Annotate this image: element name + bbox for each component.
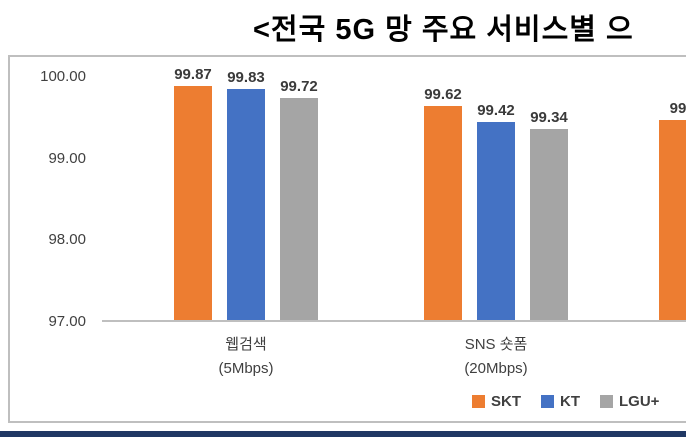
legend-label-lgu: LGU+ [619,393,660,410]
legend-swatch-skt [472,395,485,408]
bar-group: 99 [659,100,686,320]
bar-skt [174,85,212,320]
bar-skt [659,119,686,320]
bar-lgu [280,97,318,320]
legend-swatch-kt [541,395,554,408]
bar-wrap: 99.34 [530,109,568,320]
y-axis-tick: 97.00 [48,313,86,330]
legend-label-kt: KT [560,393,580,410]
legend-item-lgu: LGU+ [600,393,659,410]
chart-title: <전국 5G 망 주요 서비스별 으 [253,14,634,46]
bar-value-label: 99.42 [477,102,515,120]
bar-value-label: 99 [669,99,686,117]
legend-item-skt: SKT [472,393,521,410]
legend-swatch-lgu [600,395,613,408]
bar-kt [477,122,515,320]
chart-frame: 100.00 99.00 98.00 97.00 99.87 99.83 99.72… [8,55,686,423]
bar-kt [227,88,265,320]
bar-wrap: 99.42 [477,102,515,320]
category-label: SNS 숏폼 (20Mbps) [464,336,528,377]
bar-value-label: 99.34 [530,108,568,126]
bar-value-label: 99.87 [174,65,212,83]
bar-value-label: 99.83 [227,68,265,86]
bar-group: 99.87 99.83 99.72 [174,66,318,320]
category-label: 웹검색 (5Mbps) [218,336,274,377]
bar-group: 99.62 99.42 99.34 [424,86,568,320]
y-axis-tick: 100.00 [40,68,86,85]
legend-item-kt: KT [541,393,580,410]
y-axis-tick: 98.00 [48,231,86,248]
bar-wrap: 99.62 [424,86,462,320]
bar-wrap: 99.72 [280,78,318,320]
bar-lgu [530,128,568,320]
bar-value-label: 99.72 [280,77,318,95]
bottom-border [0,431,686,437]
bar-wrap: 99 [659,100,686,320]
bar-wrap: 99.83 [227,69,265,320]
bar-skt [424,106,462,320]
bar-wrap: 99.87 [174,66,212,320]
y-axis-tick: 99.00 [48,150,86,167]
plot-area: 99.87 99.83 99.72 웹검색 (5Mbps) 99.62 99.42 99.34… [102,66,686,377]
bar-value-label: 99.62 [424,86,462,103]
legend-label-skt: SKT [491,393,521,410]
legend: SKT KT LGU+ [472,393,659,410]
